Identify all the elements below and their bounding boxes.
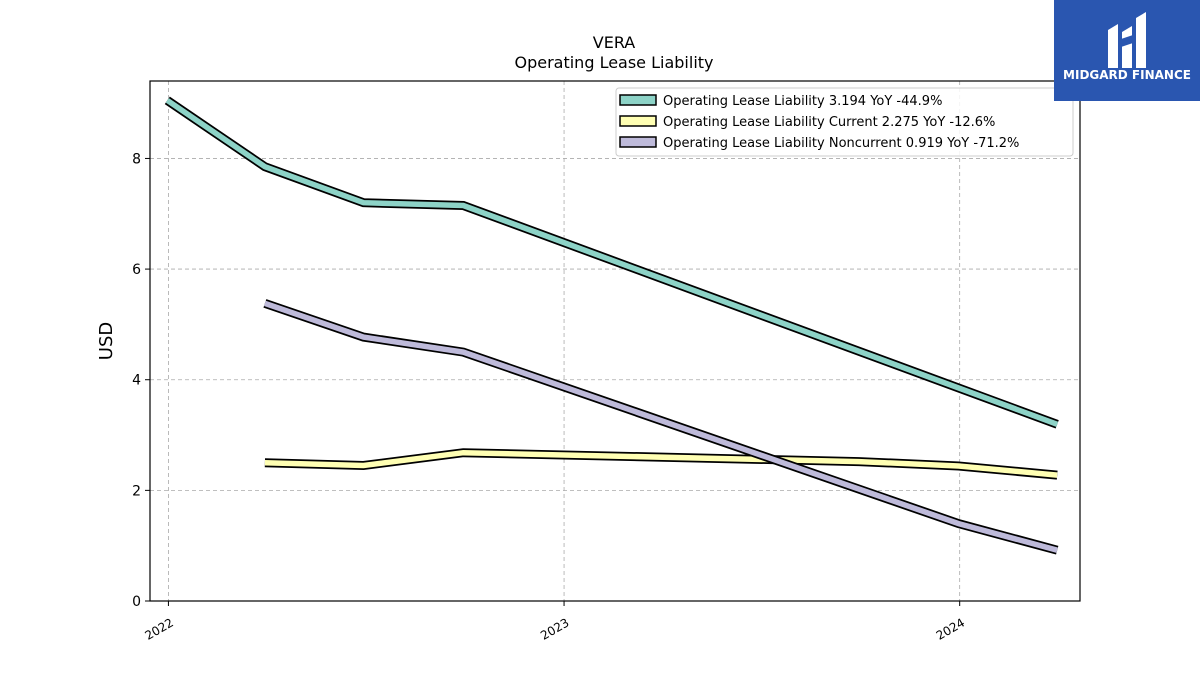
y-tick-label: 4	[132, 373, 141, 389]
logo-mark-icon	[1108, 12, 1146, 68]
y-tick-label: 8	[132, 151, 141, 167]
chart-title: VERA	[593, 33, 636, 52]
y-tick-label: 6	[132, 262, 141, 278]
series-line-2	[264, 448, 1058, 480]
brand-logo: MIDGARD FINANCE	[1054, 0, 1200, 101]
legend-swatch	[619, 136, 657, 148]
legend-box	[615, 87, 1074, 157]
legend: Operating Lease Liability 3.194 YoY -44.…	[615, 87, 1074, 157]
plot-frame	[149, 80, 1081, 602]
legend-item: Operating Lease Liability Noncurrent 0.9…	[619, 136, 1019, 151]
legend-item: Operating Lease Liability Current 2.275 …	[619, 115, 995, 130]
legend-label: Operating Lease Liability 3.194 YoY -44.…	[663, 94, 942, 109]
series-line-3	[263, 299, 1059, 555]
legend-swatch	[619, 115, 657, 127]
y-axis: 0 2 4 6 8	[132, 151, 150, 610]
series-layer	[164, 96, 1059, 555]
logo-text: MIDGARD FINANCE	[1063, 68, 1191, 82]
grid-lines	[150, 81, 1080, 601]
legend-label: Operating Lease Liability Current 2.275 …	[663, 115, 995, 130]
legend-item: Operating Lease Liability 3.194 YoY -44.…	[619, 94, 942, 109]
y-tick-label: 0	[132, 594, 141, 610]
chart-subtitle: Operating Lease Liability	[514, 53, 713, 72]
x-axis: 2022 2023 2024	[142, 601, 967, 643]
y-axis-label: USD	[96, 322, 117, 360]
x-tick-label: 2022	[142, 615, 175, 642]
legend-label: Operating Lease Liability Noncurrent 0.9…	[663, 136, 1019, 151]
x-tick-label: 2024	[934, 615, 967, 642]
y-tick-label: 2	[132, 483, 141, 499]
series-line-1	[164, 96, 1059, 429]
legend-swatch	[619, 94, 657, 106]
x-tick-label: 2023	[538, 615, 571, 642]
